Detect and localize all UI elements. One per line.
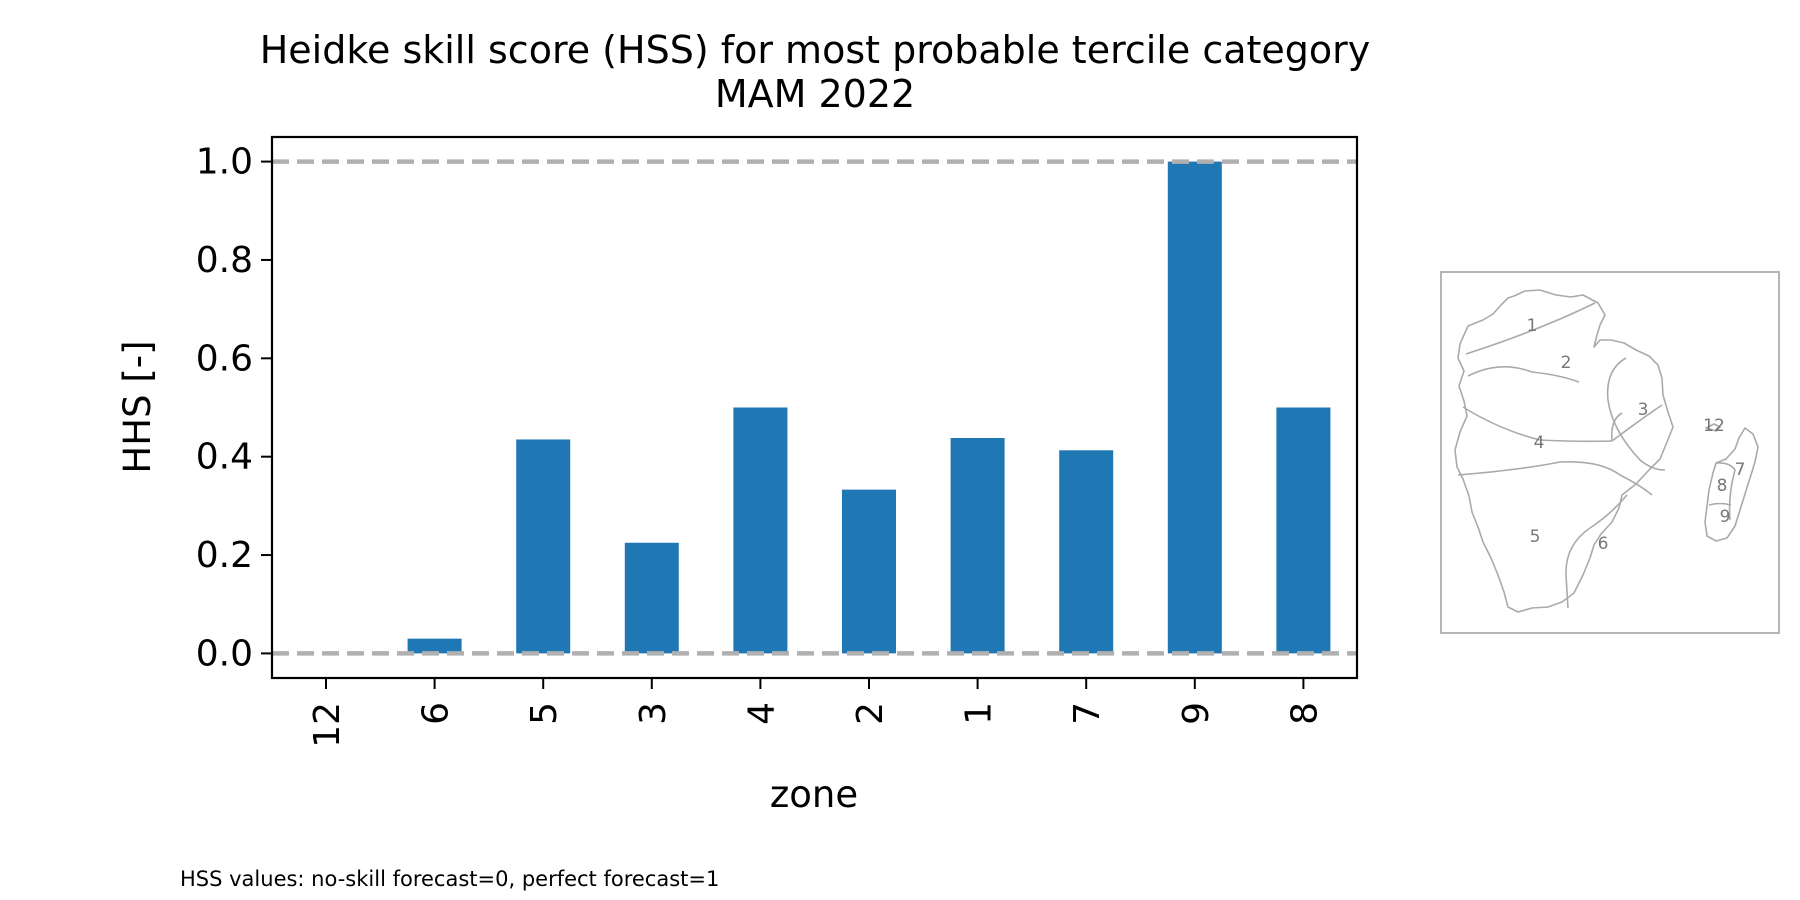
- x-axis: 12 6 5 3 4 2 1 7 9 8: [307, 678, 1325, 748]
- zone-border: [1467, 366, 1580, 383]
- bar-zone-7: [1059, 450, 1114, 654]
- mainland-outline: [1454, 289, 1674, 613]
- zone-border: [1708, 502, 1732, 506]
- zone-border: [1465, 302, 1596, 355]
- zone-border: [1462, 406, 1613, 443]
- zone-label: 1: [1527, 316, 1538, 336]
- zone-label: 7: [1735, 460, 1746, 480]
- y-tick-label: 1.0: [196, 142, 253, 183]
- zone-label: 5: [1530, 527, 1541, 547]
- zone-label: 4: [1534, 433, 1545, 453]
- inset-map: 1 2 3 4 5 6 7 8 9 12: [1440, 271, 1780, 634]
- y-tick-label: 0.8: [196, 240, 253, 281]
- zone-label: 9: [1720, 507, 1731, 527]
- madagascar-outline: [1704, 427, 1759, 542]
- chart-subtitle: MAM 2022: [715, 72, 915, 116]
- x-tick-label: 2: [850, 702, 891, 725]
- zone-label: 6: [1598, 534, 1609, 554]
- y-tick-label: 0.0: [196, 633, 253, 674]
- chart-title: Heidke skill score (HSS) for most probab…: [260, 28, 1371, 72]
- footnote: HSS values: no-skill forecast=0, perfect…: [180, 867, 719, 891]
- y-axis-label: HHS [-]: [116, 340, 159, 473]
- zone-border: [1610, 412, 1623, 442]
- zone-label: 12: [1703, 416, 1725, 436]
- y-axis: 0.0 0.2 0.4 0.6 0.8 1.0: [196, 142, 272, 674]
- zone-border: [1606, 357, 1666, 471]
- bar-group: [407, 161, 1331, 654]
- bar-zone-5: [516, 439, 571, 654]
- x-tick-label: 12: [307, 702, 348, 748]
- zone-label: 3: [1638, 400, 1649, 420]
- y-tick-label: 0.4: [196, 437, 253, 478]
- x-axis-label: zone: [770, 773, 858, 816]
- zone-border: [1565, 494, 1628, 609]
- x-tick-label: 1: [959, 702, 1000, 725]
- x-tick-label: 4: [741, 702, 782, 725]
- inset-map-frame: [1440, 271, 1780, 634]
- zone-border: [1611, 404, 1663, 442]
- zone-border: [1705, 423, 1721, 432]
- x-tick-label: 6: [416, 702, 457, 725]
- x-tick-label: 9: [1176, 702, 1217, 725]
- bar-zone-6: [407, 638, 462, 654]
- plot-frame: [270, 135, 1359, 680]
- zone-label: 2: [1561, 353, 1572, 373]
- y-tick-label: 0.2: [196, 535, 253, 576]
- zone-label: 8: [1717, 476, 1728, 496]
- x-tick-label: 7: [1067, 702, 1108, 725]
- y-tick-label: 0.6: [196, 338, 253, 379]
- x-tick-label: 8: [1284, 702, 1325, 725]
- x-tick-label: 5: [524, 702, 565, 725]
- reference-lines: [272, 159, 1357, 656]
- zone-border: [1457, 460, 1653, 496]
- bar-zone-8: [1276, 407, 1331, 654]
- bar-zone-3: [624, 542, 679, 654]
- bar-zone-9: [1167, 161, 1222, 654]
- bar-zone-1: [950, 437, 1005, 654]
- x-tick-label: 3: [633, 702, 674, 725]
- bar-zone-2: [842, 489, 896, 654]
- bar-zone-4: [733, 407, 788, 654]
